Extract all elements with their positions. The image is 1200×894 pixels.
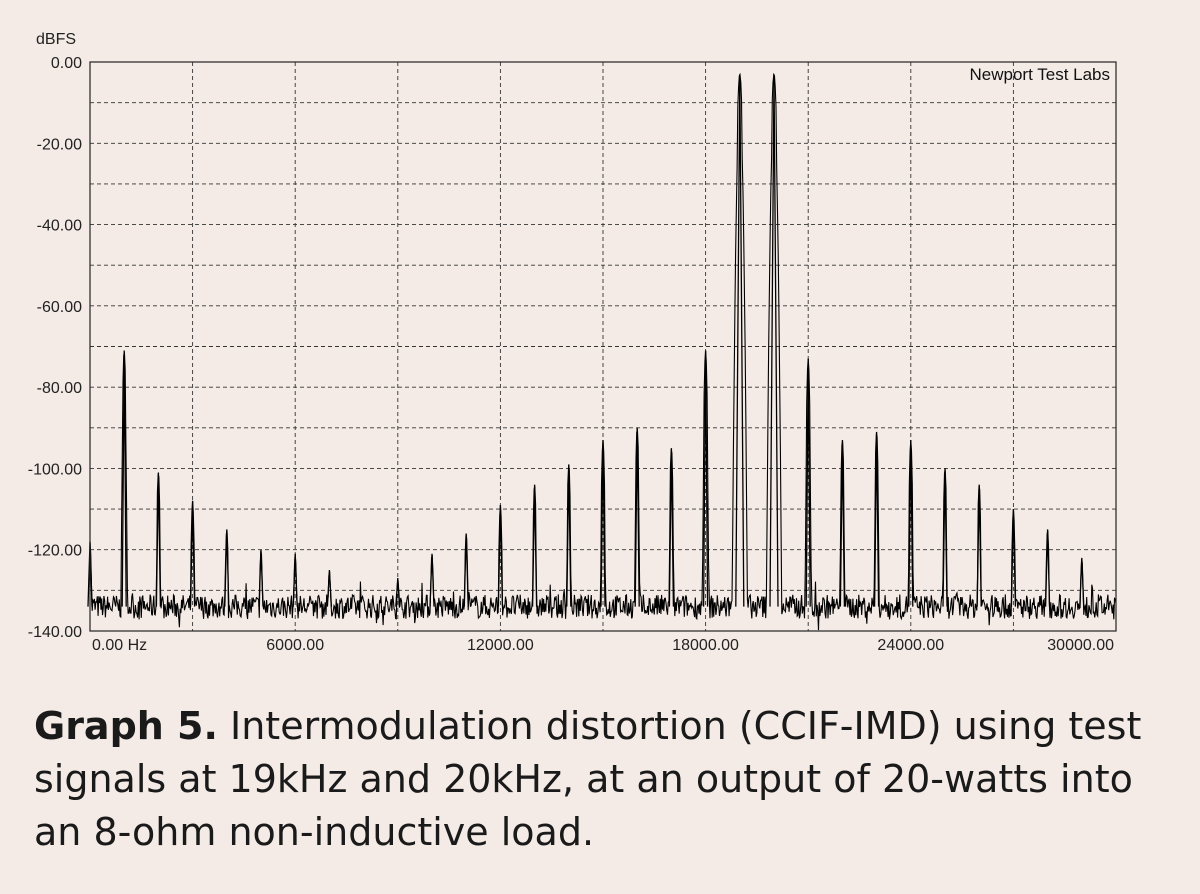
spectral-peak <box>155 472 162 607</box>
grid <box>90 62 1116 631</box>
spectral-peak <box>702 350 709 607</box>
spectral-peak <box>976 484 982 607</box>
spectral-peak <box>634 427 640 607</box>
caption-body: Intermodulation distortion (CCIF-IMD) us… <box>34 704 1142 854</box>
spectral-peak <box>1044 529 1051 607</box>
spectral-peak <box>908 439 914 607</box>
figure-caption: Graph 5. Intermodulation distortion (CCI… <box>34 700 1174 859</box>
y-tick-label: -120.00 <box>28 543 82 560</box>
spectral-peak <box>735 74 745 607</box>
x-axis-ticks: 0.00 Hz 6000.00 12000.00 18000.00 24000.00 30… <box>92 637 1114 654</box>
spectral-peak <box>668 448 675 607</box>
caption-lead: Graph 5. <box>34 704 218 748</box>
spectral-peak <box>839 439 846 607</box>
y-tick-label: -60.00 <box>37 299 82 316</box>
spectrum-trace <box>87 72 1117 631</box>
spectral-peak <box>395 578 401 607</box>
x-tick-label: 12000.00 <box>467 637 534 654</box>
plot-frame <box>89 61 1117 632</box>
y-tick-label: -40.00 <box>37 218 82 235</box>
spectral-peak <box>189 500 196 607</box>
spectral-peak <box>258 549 264 607</box>
y-axis-ticks: 0.00 -20.00 -40.00 -60.00 -80.00 -100.00 -120.… <box>28 55 82 641</box>
spectral-peak <box>121 350 127 607</box>
y-tick-label: 0.00 <box>51 55 82 72</box>
spectral-peak <box>1010 509 1017 607</box>
x-tick-label: 0.00 Hz <box>92 637 147 654</box>
spectral-peak <box>292 553 298 607</box>
spectral-peak <box>531 484 538 607</box>
spectral-peak <box>566 464 572 607</box>
spectral-peak <box>224 529 230 607</box>
spectral-peak <box>769 74 779 607</box>
y-tick-label: -140.00 <box>28 624 82 641</box>
spectral-peak <box>497 504 504 607</box>
spectral-peak <box>463 533 469 607</box>
spectral-peak <box>942 468 948 607</box>
y-axis-unit-label: dBFS <box>36 31 76 48</box>
y-tick-label: -80.00 <box>37 380 82 397</box>
spectral-peak <box>600 439 606 607</box>
x-tick-label: 24000.00 <box>877 637 944 654</box>
y-tick-label: -20.00 <box>37 136 82 153</box>
x-tick-label: 6000.00 <box>266 637 324 654</box>
imd-spectrum-chart: dBFS 0.00 -20.00 -40.00 -60.00 -80.00 -100.00… <box>28 31 1117 654</box>
x-tick-label: 18000.00 <box>672 637 739 654</box>
x-tick-label: 30000.00 <box>1047 637 1114 654</box>
spectral-peak <box>326 570 333 607</box>
spectral-peak <box>805 358 811 607</box>
watermark-label: Newport Test Labs <box>970 65 1110 84</box>
spectral-peak <box>429 553 435 607</box>
y-tick-label: -100.00 <box>28 461 82 478</box>
spectral-peak <box>1079 557 1085 607</box>
spectral-peak <box>873 431 880 607</box>
